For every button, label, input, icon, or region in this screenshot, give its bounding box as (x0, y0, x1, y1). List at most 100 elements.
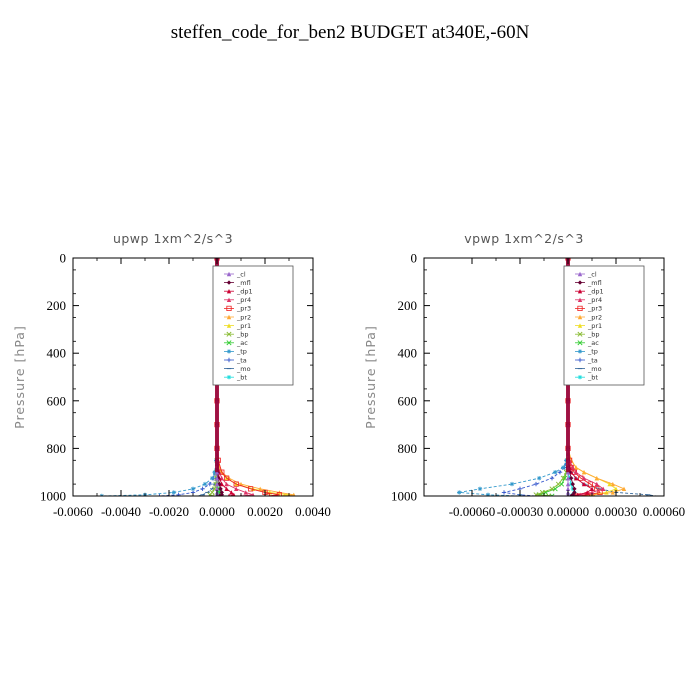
data-point-bt (216, 490, 221, 495)
legend-item: _mfl (575, 279, 602, 287)
legend-item: _pr1 (224, 322, 251, 330)
legend-label: _cl (587, 270, 597, 278)
legend-marker (577, 280, 583, 285)
x-tick-label: -0.00030 (497, 504, 544, 519)
data-point-pr1 (607, 481, 612, 487)
data-point-bp (209, 493, 215, 496)
y-tick-label: 0 (411, 251, 418, 266)
y-tick-label: 800 (47, 441, 67, 456)
legend-marker (226, 271, 232, 277)
legend-item: _tp (575, 348, 598, 356)
legend-label: _mo (236, 365, 251, 373)
panel-upwp: upwp 1xm^2/s^3 Pressure [hPa] 0 200 400 600 80… (12, 231, 331, 519)
legend-item: _pr3 (224, 305, 251, 313)
data-point-dp1 (585, 490, 590, 495)
data-point-pr4 (243, 490, 248, 495)
legend-label: _mfl (587, 279, 602, 287)
data-point-tp (553, 470, 558, 475)
legend-marker (226, 280, 232, 285)
legend-label: _pr1 (236, 322, 251, 330)
legend-label: _mo (587, 365, 602, 373)
legend: _cl_mfl_dp1_pr4_pr3_pr2_pr1_bp_ac_tp_ta_… (212, 265, 294, 386)
y-tick-label: 600 (47, 393, 67, 408)
legend-item: _cl (575, 270, 597, 278)
data-point-bp (560, 475, 566, 481)
legend-label: _mfl (236, 279, 251, 287)
x-tick-label: -0.0020 (149, 504, 189, 519)
legend-marker (577, 331, 583, 337)
data-point-pr4 (581, 475, 587, 481)
data-point-bp (207, 492, 213, 496)
data-point-cl (565, 475, 571, 481)
data-point-cl (565, 481, 571, 487)
y-axis-label: Pressure [hPa] (12, 325, 27, 429)
legend-label: _dp1 (236, 288, 253, 296)
data-point-dp1 (573, 475, 579, 481)
data-point-ta (501, 490, 507, 495)
data-point-mfl (570, 481, 575, 487)
data-point-pr2 (621, 486, 627, 492)
data-point-dp1 (589, 486, 595, 492)
legend-marker (226, 357, 232, 363)
data-point-pr4 (589, 490, 595, 495)
legend-marker (577, 349, 583, 354)
legend-label: _tp (587, 348, 598, 356)
legend-label: _ac (587, 339, 599, 347)
data-point-tp (561, 465, 566, 470)
data-point-pr4 (234, 486, 239, 492)
data-point-tp (537, 475, 542, 481)
x-tick-label: 0.00000 (547, 504, 589, 519)
x-tick-label: -0.0060 (53, 504, 93, 519)
legend-marker (226, 375, 232, 380)
legend-marker (577, 305, 583, 312)
data-point-pr4 (224, 481, 229, 487)
legend-marker (226, 331, 232, 337)
legend-label: _tp (236, 348, 247, 356)
data-point-cl (214, 486, 220, 492)
data-point-mfl (569, 475, 574, 481)
data-point-ta (549, 475, 555, 481)
legend-marker (577, 357, 583, 363)
legend: _cl_mfl_dp1_pr4_pr3_pr2_pr1_bp_ac_tp_ta_… (563, 265, 645, 386)
y-tick-label: 400 (398, 346, 418, 361)
legend-label: _ta (587, 356, 598, 364)
data-point-bp (546, 493, 552, 496)
y-tick-label: 1000 (40, 489, 66, 504)
legend-label: _ac (236, 339, 248, 347)
data-point-pr4 (601, 486, 606, 492)
data-point-ta (176, 492, 181, 496)
data-point-pr2 (573, 465, 579, 470)
data-point-tp (509, 481, 515, 487)
x-tick-label: 0.0000 (199, 504, 235, 519)
legend-label: _pr3 (587, 305, 602, 313)
data-point-bp (549, 486, 555, 492)
y-axis-label: Pressure [hPa] (363, 325, 378, 429)
legend-marker (226, 289, 232, 294)
data-point-tp (190, 486, 196, 492)
data-point-pr2 (610, 481, 615, 487)
data-point-tp (171, 490, 176, 495)
data-point-bp (555, 481, 561, 487)
data-point-pr4 (570, 465, 575, 470)
legend-label: _pr4 (236, 296, 251, 304)
data-point-pr4 (573, 470, 579, 475)
data-point-tp (202, 481, 208, 487)
legend-label: _bp (236, 331, 249, 339)
data-point-tp (212, 470, 217, 475)
y-tick-label: 0 (60, 251, 67, 266)
data-point-pr3 (276, 492, 283, 496)
data-point-tp (485, 492, 491, 496)
legend-item: _ac (575, 339, 599, 347)
data-point-mfl (569, 493, 574, 496)
data-point-ta (533, 481, 539, 487)
legend-item: _bt (575, 374, 598, 382)
data-point-tp (457, 490, 462, 495)
panel-vpwp: vpwp 1xm^2/s^3 Pressure [hPa] 0 200 400 600 80… (363, 231, 685, 519)
data-point-tp (477, 486, 483, 492)
legend-label: _pr4 (587, 296, 602, 304)
legend-label: _pr2 (587, 313, 602, 321)
x-tick-label: 0.00060 (643, 504, 685, 519)
data-point-pr1 (613, 486, 619, 492)
legend-item: _mo (575, 365, 602, 373)
